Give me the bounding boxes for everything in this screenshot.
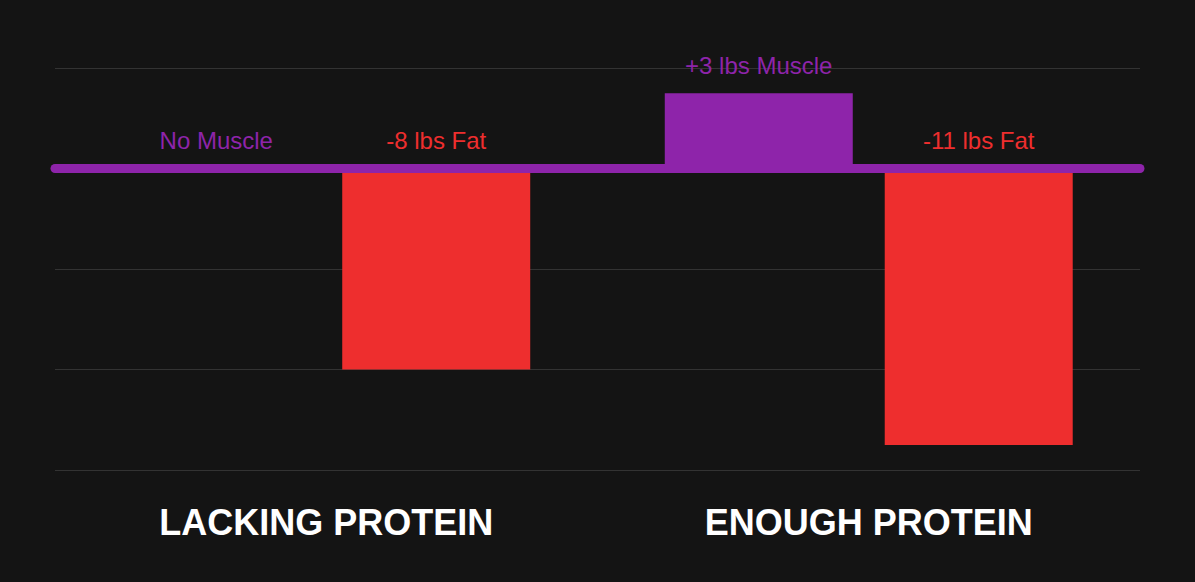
svg-text:-8 lbs Fat: -8 lbs Fat — [386, 127, 486, 154]
svg-text:ENOUGH PROTEIN: ENOUGH PROTEIN — [705, 502, 1033, 543]
svg-text:LACKING PROTEIN: LACKING PROTEIN — [159, 502, 493, 543]
svg-text:-11 lbs Fat: -11 lbs Fat — [923, 127, 1035, 154]
svg-text:+3 lbs Muscle: +3 lbs Muscle — [685, 52, 832, 79]
svg-text:No Muscle: No Muscle — [160, 127, 273, 154]
